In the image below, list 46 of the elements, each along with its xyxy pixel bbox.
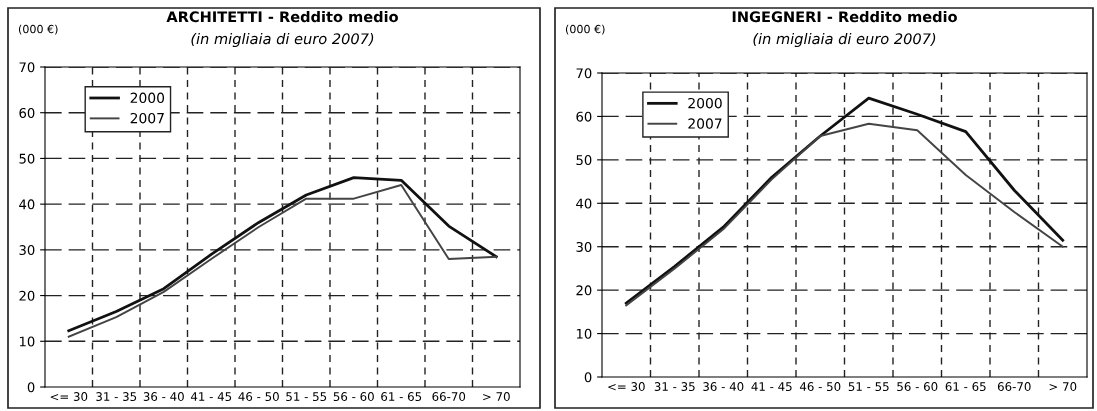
x-tick-label: 36 - 40 — [143, 392, 184, 401]
y-tick-label: 50 — [576, 155, 592, 166]
x-tick-label: 66-70 — [432, 392, 466, 401]
y-tick-label: 30 — [576, 241, 592, 252]
chart-subtitle: (in migliaia di euro 2007) — [191, 32, 374, 48]
x-tick-label: 56 - 60 — [897, 382, 938, 391]
x-tick-label: 46 - 50 — [799, 382, 841, 391]
legend-label: 2007 — [688, 118, 722, 129]
y-tick-label: 0 — [27, 382, 35, 393]
x-tick-label: 36 - 40 — [703, 382, 744, 391]
y-tick-label: 70 — [19, 62, 35, 73]
y-tick-label: 40 — [19, 199, 35, 210]
x-tick-label: 31 - 35 — [96, 392, 137, 401]
y-axis-title: (000 €) — [565, 24, 605, 35]
y-tick-label: 30 — [19, 245, 35, 256]
x-tick-label: 51 - 55 — [286, 392, 327, 401]
y-tick-label: 60 — [19, 107, 35, 118]
y-tick-label: 20 — [576, 285, 592, 296]
x-tick-label: 51 - 55 — [848, 382, 889, 391]
legend-label: 2000 — [688, 97, 722, 109]
chart-subtitle: (in migliaia di euro 2007) — [753, 32, 936, 48]
y-axis-title: (000 €) — [18, 24, 58, 35]
y-tick-label: 70 — [576, 68, 592, 79]
y-tick-label: 50 — [19, 153, 35, 164]
legend-label: 2007 — [130, 112, 164, 124]
x-tick-label: 41 - 45 — [751, 382, 792, 391]
x-tick-label: 61 - 65 — [381, 392, 422, 401]
x-tick-label: <= 30 — [608, 382, 645, 391]
x-tick-label: 41 - 45 — [190, 392, 232, 401]
x-tick-label: > 70 — [1049, 382, 1077, 391]
y-tick-label: 20 — [19, 290, 35, 301]
x-tick-label: <= 30 — [50, 392, 88, 401]
y-tick-label: 0 — [584, 372, 592, 383]
chart-title: INGEGNERI - Reddito medio — [732, 10, 957, 23]
x-tick-label: 46 - 50 — [238, 392, 279, 401]
x-tick-label: > 70 — [483, 392, 510, 401]
y-tick-label: 10 — [19, 336, 35, 347]
x-tick-label: 31 - 35 — [654, 382, 695, 391]
chart-title: ARCHITETTI - Reddito medio — [166, 10, 398, 23]
y-tick-label: 10 — [576, 328, 592, 339]
y-tick-label: 40 — [576, 198, 592, 209]
x-tick-label: 56 - 60 — [333, 392, 374, 401]
legend-label: 2000 — [130, 92, 165, 104]
y-tick-label: 60 — [576, 111, 592, 122]
x-tick-label: 66-70 — [997, 382, 1031, 391]
x-tick-label: 61 - 65 — [945, 382, 986, 391]
